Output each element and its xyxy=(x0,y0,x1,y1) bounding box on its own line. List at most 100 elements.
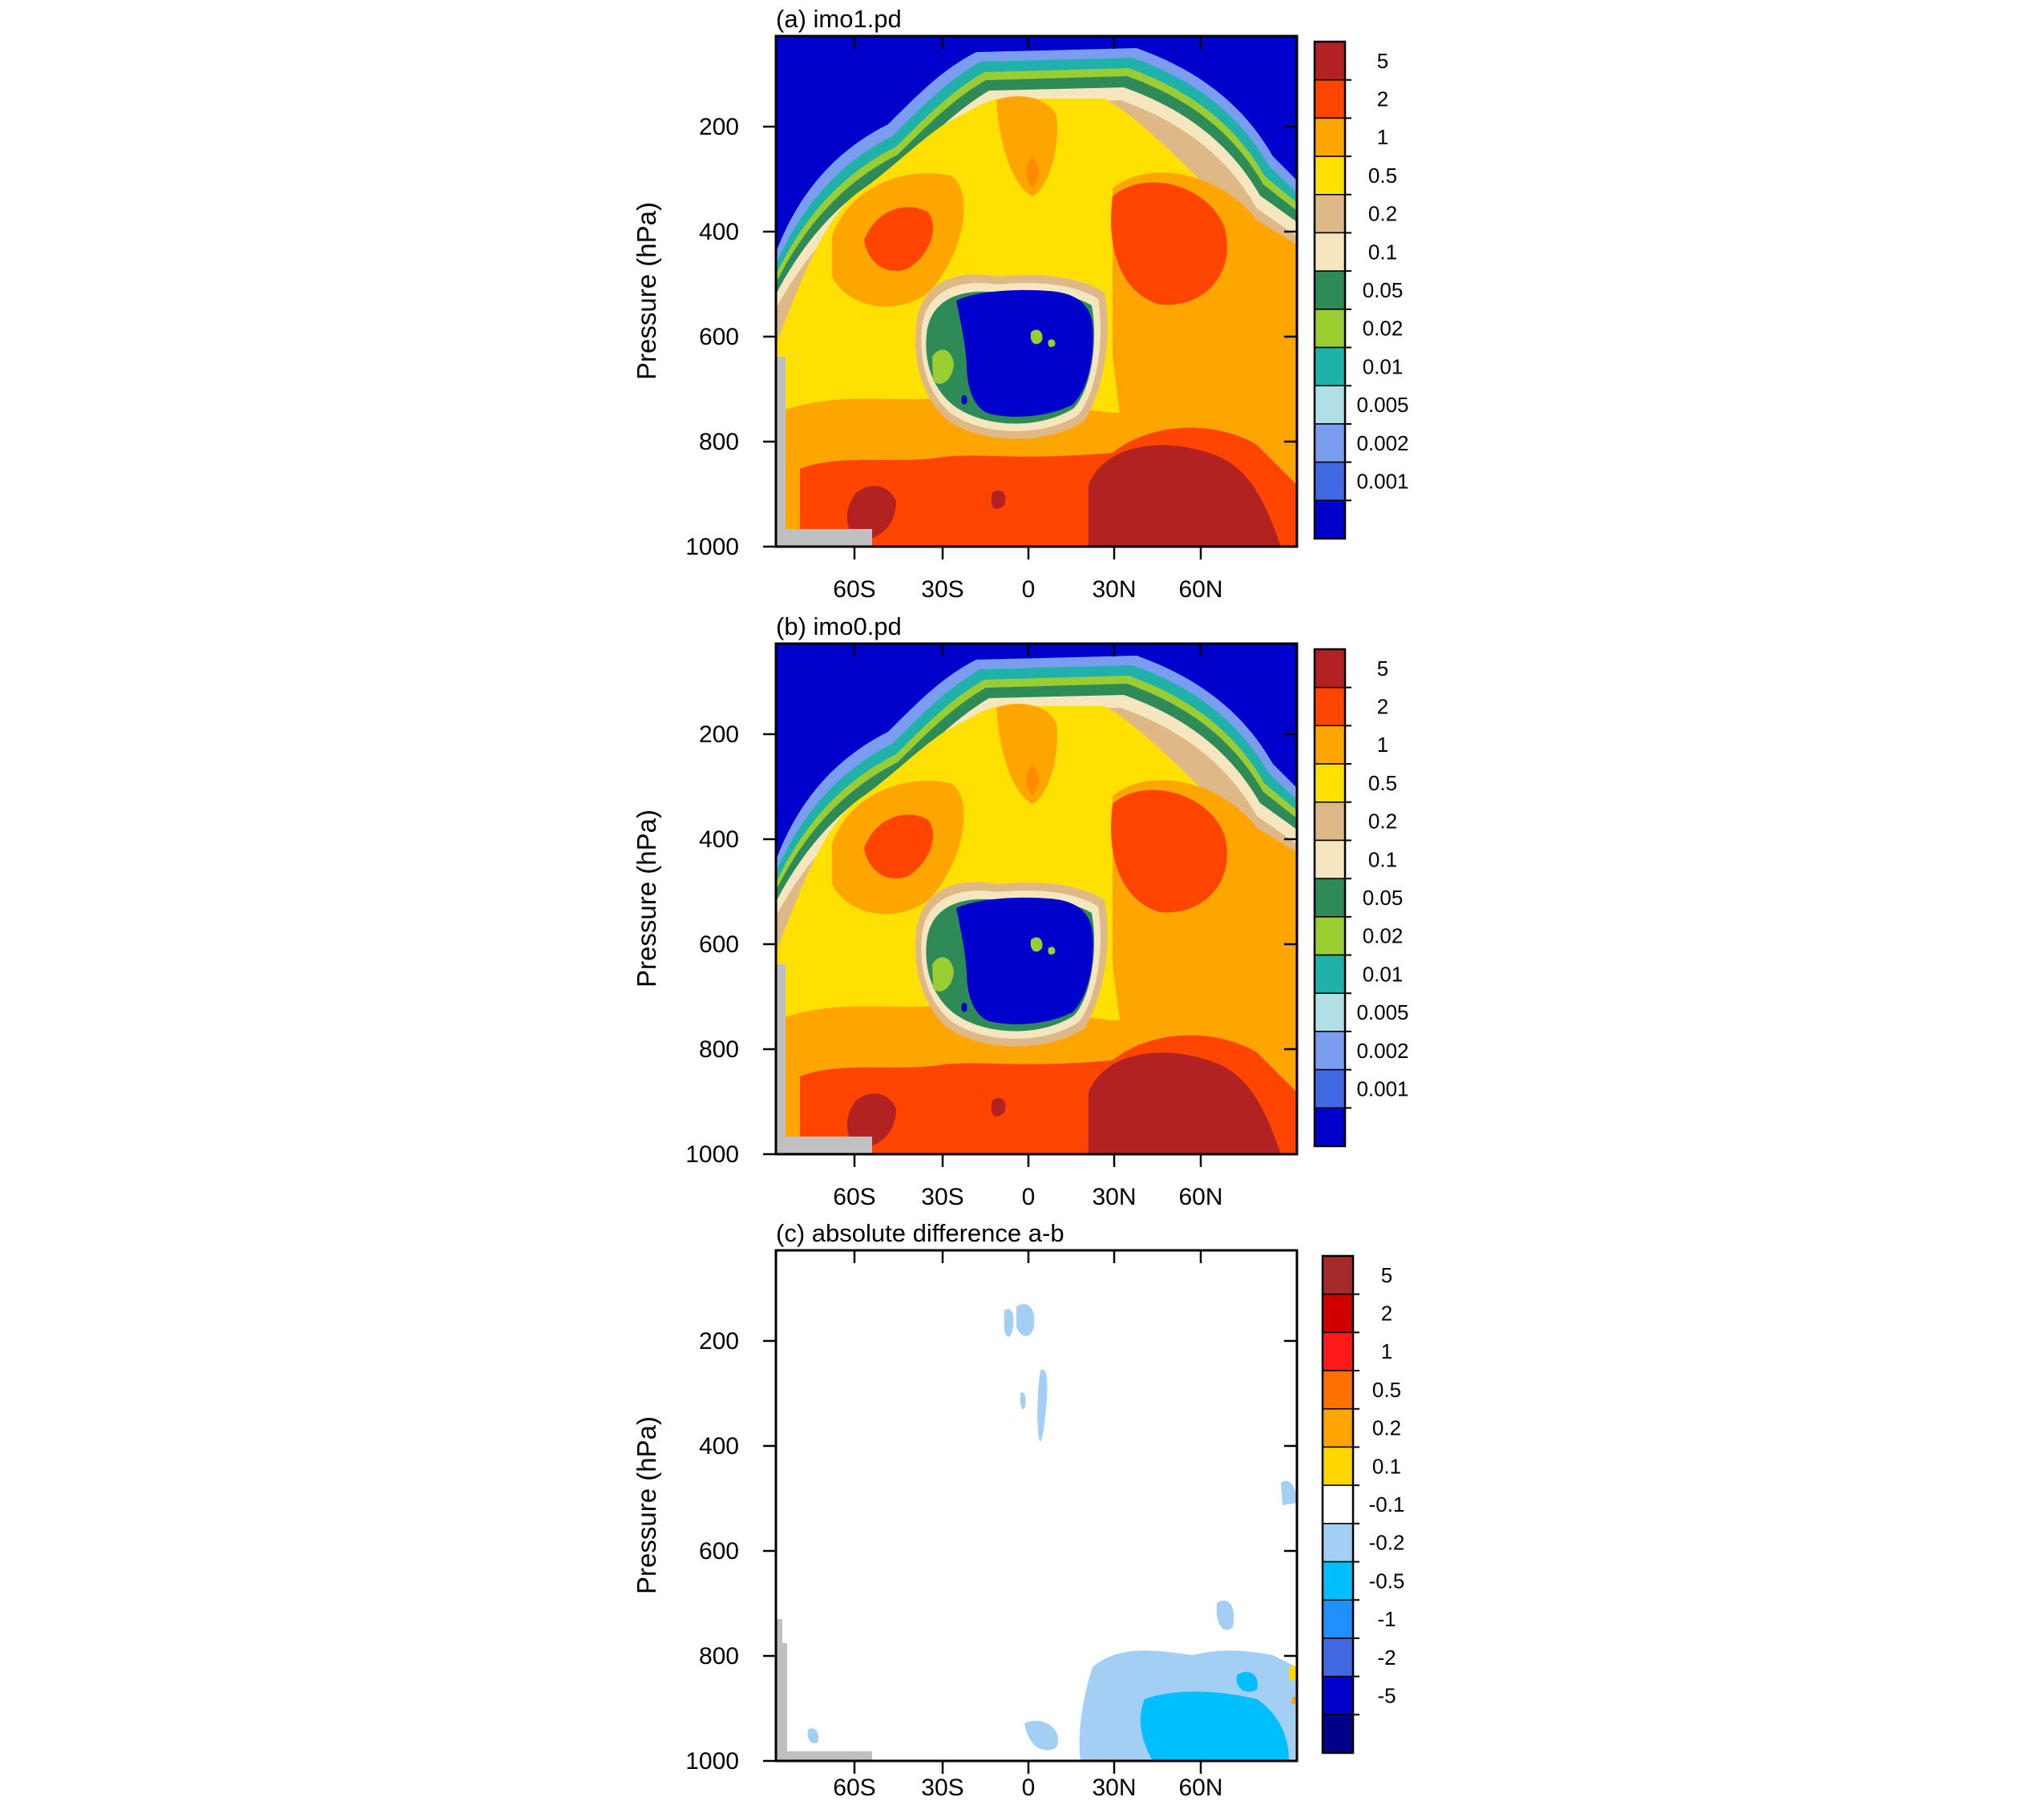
plot-frame xyxy=(774,34,1299,548)
colorbar-swatch xyxy=(1322,1561,1354,1601)
x-tick-label: 0 xyxy=(1022,1775,1036,1801)
colorbar-swatch xyxy=(1322,1637,1354,1678)
colorbar-label: -1 xyxy=(1377,1607,1396,1631)
panel-title: (b) imo0.pd xyxy=(776,612,902,640)
colorbar-label: 0.5 xyxy=(1368,771,1397,795)
y-tick-label: 600 xyxy=(699,324,739,350)
colorbar-label: 0.002 xyxy=(1356,1039,1408,1063)
y-tick-label: 200 xyxy=(699,1328,739,1355)
colorbar-swatch xyxy=(1322,1255,1354,1295)
plot-frame xyxy=(774,1249,1299,1763)
colorbar-swatch xyxy=(1314,763,1346,803)
colorbar-label: 0.001 xyxy=(1356,469,1408,493)
colorbar-label: 5 xyxy=(1377,656,1388,680)
colorbar-label: 0.005 xyxy=(1356,393,1408,417)
colorbar-swatch xyxy=(1314,117,1346,157)
y-tick-label: 1000 xyxy=(685,534,739,560)
colorbar-label: -2 xyxy=(1377,1645,1396,1670)
colorbar-swatch xyxy=(1322,1331,1354,1371)
y-axis-ticks: 200 400 600 800 1000 xyxy=(685,721,1297,1168)
y-axis-label: Pressure (hPa) xyxy=(632,1416,661,1594)
colorbar-swatch xyxy=(1314,839,1346,879)
colorbar-label: 0.02 xyxy=(1363,317,1404,341)
colorbar-label: -0.1 xyxy=(1369,1492,1405,1516)
colorbar-swatch xyxy=(1322,1484,1354,1524)
x-tick-label: 60S xyxy=(833,1775,875,1801)
panel-title: (c) absolute difference a-b xyxy=(776,1219,1064,1247)
y-tick-label: 1000 xyxy=(685,1141,739,1168)
colorbar-swatch xyxy=(1314,79,1346,119)
colorbar-swatch xyxy=(1314,385,1346,425)
colorbar-swatch xyxy=(1322,1370,1354,1410)
colorbar-swatch xyxy=(1314,346,1346,386)
colorbar-label: 0.002 xyxy=(1356,431,1408,455)
y-axis-label: Pressure (hPa) xyxy=(632,202,661,380)
colorbar: 5 2 1 0.5 0.2 0.1 0.05 0.02 0.01 0.005 0.002 0.001 xyxy=(1313,40,1409,540)
colorbar-swatch xyxy=(1322,1675,1354,1716)
colorbar-swatch xyxy=(1314,309,1346,349)
colorbar-swatch xyxy=(1314,155,1346,196)
colorbar-label: 0.2 xyxy=(1368,810,1397,834)
panel-title: (a) imo1.pd xyxy=(776,5,902,33)
colorbar-swatch xyxy=(1314,916,1346,956)
colorbar-label: 0.005 xyxy=(1356,1000,1408,1024)
colorbar-swatch xyxy=(1314,499,1346,539)
colorbar-swatch xyxy=(1322,1293,1354,1334)
y-tick-label: 800 xyxy=(699,1036,739,1063)
colorbar-swatch xyxy=(1322,1408,1354,1448)
x-tick-label: 60S xyxy=(833,576,875,603)
colorbar-label: 1 xyxy=(1381,1339,1392,1363)
y-tick-label: 800 xyxy=(699,1643,739,1670)
colorbar-label: 0.2 xyxy=(1372,1416,1401,1440)
y-tick-label: 600 xyxy=(699,931,739,958)
colorbar-swatch xyxy=(1314,232,1346,272)
colorbar-swatch xyxy=(1314,954,1346,994)
colorbar-swatch xyxy=(1314,686,1346,727)
colorbar-label: 0.02 xyxy=(1363,924,1404,948)
colorbar-swatch xyxy=(1314,41,1346,81)
colorbar-swatch xyxy=(1314,1031,1346,1071)
colorbar-swatch xyxy=(1314,1107,1346,1147)
x-tick-label: 60N xyxy=(1178,1184,1222,1210)
colorbar-swatch xyxy=(1322,1714,1354,1754)
colorbar-label: 1 xyxy=(1377,733,1388,757)
colorbar-label: 0.01 xyxy=(1363,354,1404,378)
colorbar-frame xyxy=(1313,40,1347,540)
x-axis-ticks: 60S 30S 0 30N 60N xyxy=(833,644,1223,1210)
colorbar-label: 2 xyxy=(1381,1302,1392,1326)
colorbar-label: 0.05 xyxy=(1363,886,1404,910)
colorbar-label: 0.1 xyxy=(1368,240,1397,264)
x-tick-label: 30N xyxy=(1092,576,1136,603)
colorbar-swatch xyxy=(1314,648,1346,688)
colorbar-label: 0.001 xyxy=(1356,1076,1408,1100)
colorbar-swatch xyxy=(1322,1523,1354,1563)
colorbar-label: 0.01 xyxy=(1363,962,1404,986)
x-axis-ticks: 60S 30S 0 30N 60N xyxy=(833,36,1223,603)
colorbar-label: 0.2 xyxy=(1368,202,1397,226)
colorbar-swatch xyxy=(1322,1599,1354,1639)
colorbar-label: 0.1 xyxy=(1368,847,1397,871)
colorbar-swatch xyxy=(1314,270,1346,310)
colorbar-label: -0.2 xyxy=(1369,1531,1405,1555)
panel-a: (a) imo1.pd Pressure (hPa) xyxy=(632,5,1409,603)
x-tick-label: 60N xyxy=(1178,576,1222,603)
colorbar-swatch xyxy=(1314,1068,1346,1109)
y-tick-label: 200 xyxy=(699,721,739,748)
contour-field xyxy=(776,644,1297,1154)
panel-c: (c) absolute difference a-b Pressure (hP… xyxy=(632,1219,1404,1801)
colorbar-frame xyxy=(1313,648,1347,1148)
colorbar-swatch xyxy=(1314,461,1346,502)
panel-b: (b) imo0.pd Pressure (hPa) xyxy=(632,612,1409,1210)
colorbar-label: 2 xyxy=(1377,695,1388,719)
colorbar-label: 1 xyxy=(1377,125,1388,149)
x-tick-label: 60N xyxy=(1178,1775,1222,1801)
colorbar-label: 5 xyxy=(1377,49,1388,73)
colorbar-swatch xyxy=(1314,878,1346,918)
y-tick-label: 200 xyxy=(699,114,739,140)
x-tick-label: 30N xyxy=(1092,1184,1136,1210)
y-axis-label: Pressure (hPa) xyxy=(632,810,661,987)
colorbar-swatch xyxy=(1314,725,1346,765)
contour-field xyxy=(776,1250,1297,1761)
colorbar-label: 0.05 xyxy=(1363,278,1404,302)
